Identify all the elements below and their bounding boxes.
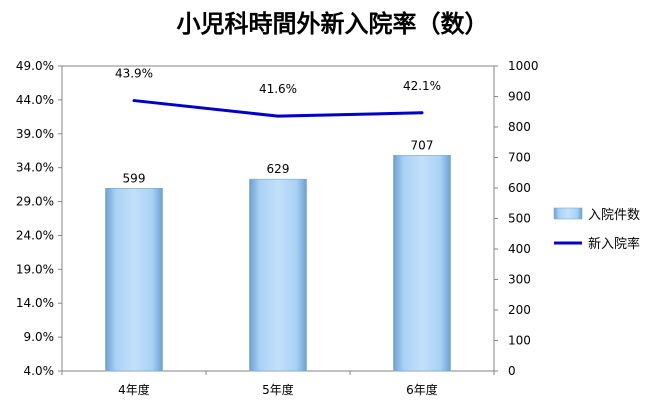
bar-data-label: 599: [123, 171, 146, 185]
x-axis-tick-label: 4年度: [118, 382, 150, 397]
right-axis-tick-label: 900: [508, 90, 531, 104]
right-axis-tick-label: 400: [508, 242, 531, 256]
right-axis-tick-label: 700: [508, 151, 531, 165]
left-axis-tick-label: 34.0%: [16, 161, 54, 175]
right-axis-tick-label: 1000: [508, 59, 539, 73]
legend-bar-swatch: [553, 207, 583, 220]
bar: [105, 188, 163, 372]
left-axis-tick-label: 29.0%: [16, 195, 54, 209]
bar-data-label: 707: [411, 138, 434, 152]
right-axis-tick-label: 200: [508, 303, 531, 317]
bar: [393, 155, 451, 372]
right-axis-tick-label: 500: [508, 212, 531, 226]
chart-title: 小児科時間外新入院率（数）: [176, 10, 489, 38]
left-axis-tick-label: 4.0%: [24, 364, 55, 378]
legend: 入院件数 新入院率: [553, 207, 640, 252]
left-axis: 4.0% 9.0% 14.0% 19.0% 24.0% 29.0% 34.0% 39.0% 44…: [16, 59, 62, 378]
left-axis-tick-label: 44.0%: [16, 93, 54, 107]
left-axis-tick-label: 14.0%: [16, 296, 54, 310]
right-axis-tick-label: 600: [508, 181, 531, 195]
line-series: 43.9% 41.6% 42.1%: [115, 67, 441, 118]
x-axis-tick-label: 6年度: [406, 382, 438, 397]
line-data-label: 41.6%: [259, 82, 297, 96]
legend-line-label: 新入院率: [588, 236, 640, 252]
line-data-label: 42.1%: [403, 79, 441, 93]
line-point: [132, 99, 136, 103]
right-axis-tick-label: 0: [508, 364, 516, 378]
bar-series: 599 629 707: [105, 138, 451, 372]
line-point: [420, 111, 424, 115]
left-axis-tick-label: 49.0%: [16, 59, 54, 73]
line-point: [276, 114, 280, 118]
left-axis-tick-label: 19.0%: [16, 262, 54, 276]
line-data-label: 43.9%: [115, 67, 153, 81]
left-axis-tick-label: 24.0%: [16, 228, 54, 242]
right-axis-tick-label: 800: [508, 120, 531, 134]
right-axis-tick-label: 300: [508, 273, 531, 287]
legend-bar-label: 入院件数: [588, 208, 640, 223]
bar-data-label: 629: [267, 162, 290, 176]
x-axis: 4年度 5年度 6年度: [61, 371, 495, 397]
x-axis-tick-label: 5年度: [262, 382, 294, 397]
left-axis-tick-label: 9.0%: [24, 330, 55, 344]
bar: [249, 178, 307, 372]
right-axis: 0 100 200 300 400 500 600 700 800 900 1000: [494, 59, 539, 378]
right-axis-tick-label: 100: [508, 334, 531, 348]
left-axis-tick-label: 39.0%: [16, 127, 54, 141]
